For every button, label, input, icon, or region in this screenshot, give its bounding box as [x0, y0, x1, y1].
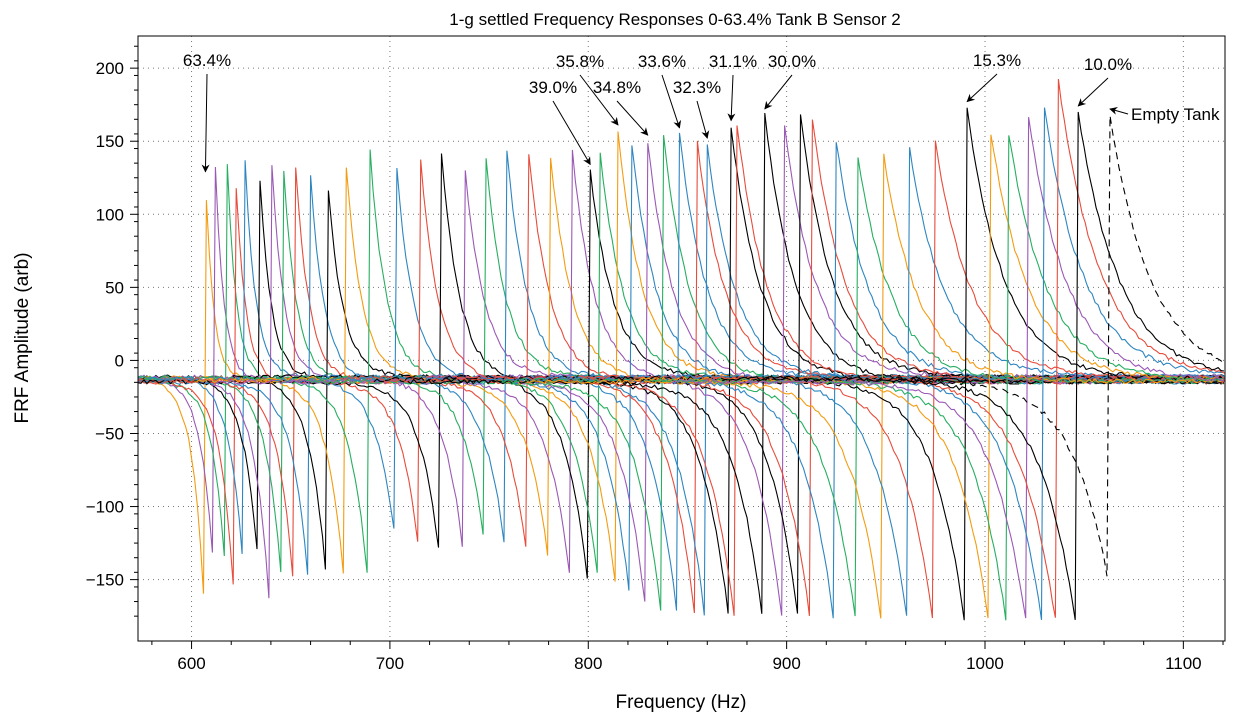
series-line	[443, 114, 1224, 614]
y-axis-label: FRF Amplitude (arb)	[12, 252, 33, 423]
series-line	[379, 125, 1225, 616]
annotation-arrow	[579, 74, 619, 126]
y-tick-label: −50	[95, 424, 124, 443]
annotation-label: 35.8%	[556, 52, 604, 71]
annotation-label: 31.1%	[709, 52, 757, 71]
x-tick-label: 700	[376, 654, 404, 673]
y-axis: 200 150 100 50 0 −50 −100 −150	[86, 45, 138, 617]
y-tick-label: −150	[86, 571, 124, 590]
plot-frame	[137, 35, 1226, 642]
chart-title: 1-g settled Frequency Responses 0-63.4% …	[449, 10, 900, 29]
y-tick-label: 50	[105, 278, 124, 297]
annotation-arrow	[1077, 77, 1109, 107]
series-line	[700, 79, 1225, 618]
x-tick-label: 900	[772, 654, 800, 673]
series-line	[526, 153, 1224, 619]
series-line	[687, 107, 1223, 620]
annotation-label: 30.0%	[768, 52, 816, 71]
annotation-label: Empty Tank	[1131, 105, 1220, 124]
annotation-arrow	[1109, 107, 1129, 115]
annotation-arrow	[966, 73, 998, 103]
x-tick-label: 1100	[1165, 654, 1202, 673]
annotation-label: 39.0%	[529, 78, 577, 97]
y-tick-label: 100	[96, 205, 124, 224]
series-line	[138, 153, 1225, 548]
annotations: 63.4% 39.0% 35.8% 34.8% 33.6% 32.3% 31.1% 30.0%…	[183, 51, 1220, 173]
grid-lines	[138, 36, 1225, 641]
y-tick-label: −100	[86, 498, 124, 517]
x-axis: 600 700 800 900 1000 1100	[151, 641, 1224, 673]
annotation-label: 33.6%	[638, 52, 686, 71]
x-tick-label: 1000	[966, 654, 1004, 673]
y-tick-label: 150	[96, 132, 124, 151]
x-tick-label: 600	[177, 654, 205, 673]
y-tick-label: 200	[96, 59, 124, 78]
series-line	[171, 154, 1225, 547]
series-line	[671, 117, 1225, 619]
series-line	[149, 150, 1225, 543]
annotation-arrow	[696, 100, 710, 139]
annotation-arrow	[764, 74, 793, 110]
series-line	[322, 132, 1225, 611]
annotation-arrow	[661, 74, 682, 129]
annotation-label: 32.3%	[673, 78, 721, 97]
series-line	[609, 107, 1224, 621]
annotation-label: 34.8%	[593, 78, 641, 97]
y-tick-label: 0	[115, 351, 124, 370]
annotation-arrow	[616, 100, 649, 136]
series-line	[752, 115, 1224, 577]
annotation-arrow	[727, 74, 736, 122]
x-axis-label: Frequency (Hz)	[616, 692, 747, 713]
annotation-arrow	[552, 100, 591, 166]
series-line	[138, 188, 1225, 585]
x-tick-label: 800	[574, 654, 602, 673]
series-line	[138, 159, 1225, 542]
annotation-arrow	[201, 73, 210, 173]
annotation-label: 15.3%	[973, 51, 1021, 70]
series-group	[138, 79, 1225, 621]
annotation-label: 10.0%	[1084, 55, 1132, 74]
series-line	[721, 111, 1225, 620]
annotation-label: 63.4%	[183, 51, 231, 70]
series-line	[138, 170, 1225, 547]
